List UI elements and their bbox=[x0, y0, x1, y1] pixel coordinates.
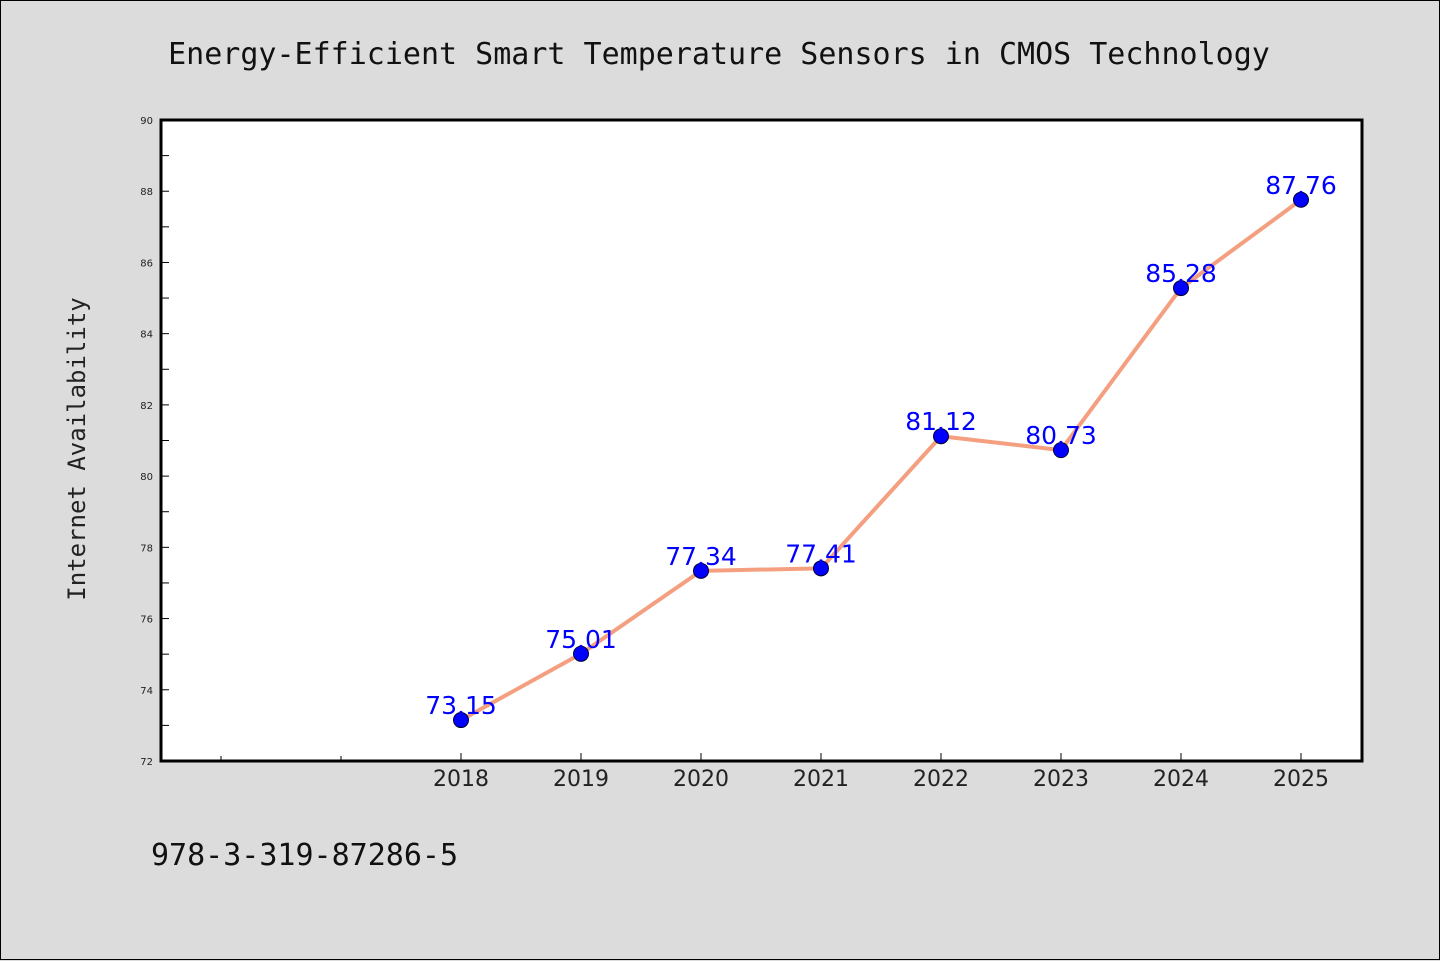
data-label: 75.01 bbox=[545, 625, 617, 654]
data-point bbox=[1293, 191, 1309, 208]
chart-title: Energy-Efficient Smart Temperature Senso… bbox=[168, 37, 1270, 72]
data-point bbox=[933, 428, 949, 445]
y-tick-label: 78 bbox=[140, 543, 153, 554]
data-point bbox=[573, 645, 589, 662]
x-tick-label: 2021 bbox=[793, 767, 849, 792]
x-tick-label: 2023 bbox=[1033, 767, 1089, 792]
x-tick-label: 2019 bbox=[553, 767, 609, 792]
y-axis-label: Internet Availability bbox=[63, 297, 91, 600]
x-tick-label: 2022 bbox=[913, 767, 969, 792]
data-label: 81.12 bbox=[905, 407, 977, 436]
x-tick-label: 2024 bbox=[1153, 767, 1209, 792]
y-tick-label: 80 bbox=[140, 472, 153, 483]
y-tick-label: 82 bbox=[140, 401, 153, 412]
data-label: 80.73 bbox=[1025, 421, 1097, 450]
y-tick-label: 90 bbox=[140, 116, 153, 127]
y-tick-label: 76 bbox=[140, 615, 153, 626]
y-tick-label: 72 bbox=[140, 757, 153, 768]
data-label: 87.76 bbox=[1265, 171, 1337, 200]
data-point bbox=[813, 560, 829, 577]
y-tick-label: 74 bbox=[140, 686, 153, 697]
isbn-footer: 978-3-319-87286-5 bbox=[151, 838, 458, 873]
x-axis-ticks: 2018 2019 2020 2021 2022 2023 2024 2025 bbox=[220, 753, 1329, 792]
data-label: 77.34 bbox=[665, 542, 737, 571]
data-points bbox=[453, 191, 1309, 729]
data-label: 85.28 bbox=[1145, 259, 1217, 288]
y-tick-label: 84 bbox=[140, 330, 153, 341]
data-point bbox=[1053, 442, 1069, 459]
data-labels: 73.15 75.01 77.34 77.41 81.12 80.73 85.28 87.76 bbox=[425, 171, 1337, 720]
data-point bbox=[1173, 280, 1189, 297]
series-line-group bbox=[459, 197, 1303, 723]
y-tick-label: 88 bbox=[140, 187, 153, 198]
data-point bbox=[453, 712, 469, 729]
series-line bbox=[459, 197, 1303, 723]
plot-area bbox=[159, 118, 1364, 763]
data-label: 77.41 bbox=[785, 539, 857, 568]
x-tick-label: 2025 bbox=[1273, 767, 1329, 792]
y-axis-ticks: 72 74 76 78 80 82 84 86 88 90 bbox=[140, 116, 169, 768]
data-label: 73.15 bbox=[425, 691, 497, 720]
x-tick-label: 2020 bbox=[673, 767, 729, 792]
data-point bbox=[693, 562, 709, 579]
x-tick-label: 2018 bbox=[433, 767, 489, 792]
y-tick-label: 86 bbox=[140, 258, 153, 269]
